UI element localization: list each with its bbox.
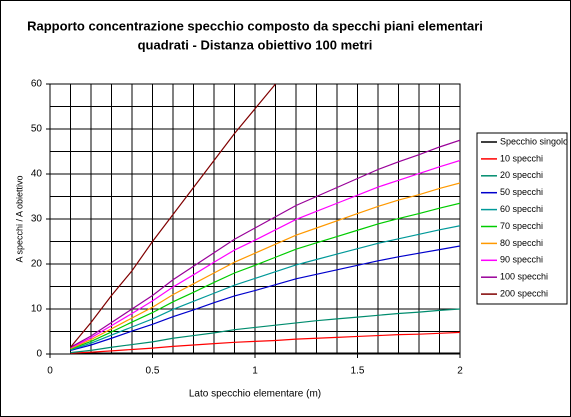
legend-label: 90 specchi [500,255,543,265]
legend-label: 20 specchi [500,170,543,180]
y-tick-label: 0 [36,349,42,360]
x-tick-label: 1 [252,366,258,377]
y-tick-label: 40 [31,169,43,180]
x-axis-label: Lato specchio elementare (m) [189,389,321,400]
series-line [70,139,460,348]
y-tick-label: 50 [31,124,43,135]
legend-box [476,132,568,305]
y-tick-label: 20 [31,259,43,270]
legend-label: 100 specchi [500,272,548,282]
x-tick-label: 1.5 [351,366,365,377]
legend-label: 80 specchi [500,238,543,248]
series-line [70,84,276,348]
series-line [70,225,460,351]
series-line [70,202,460,350]
legend-label: 60 specchi [500,204,543,214]
series-line [70,245,460,351]
legend-label: 50 specchi [500,187,543,197]
series-line [70,308,460,354]
series-line [70,331,460,354]
legend-label: Specchio singolo [500,136,568,146]
x-tick-label: 0.5 [146,366,160,377]
y-axis-label: A specchi / A obiettivo [14,175,24,262]
legend-label: 200 specchi [500,288,548,298]
x-tick-label: 2 [457,366,463,377]
y-tick-label: 30 [31,214,43,225]
series-line [70,159,460,349]
legend-label: 10 specchi [500,153,543,163]
plot-area [49,83,461,355]
series-line [70,182,460,350]
chart-title: Rapporto concentrazione specchio compost… [27,18,483,33]
y-tick-label: 10 [31,304,43,315]
chart-title: quadrati - Distanza obiettivo 100 metri [138,37,373,52]
x-tick-label: 0 [47,366,53,377]
legend-label: 70 specchi [500,221,543,231]
y-tick-label: 60 [31,79,43,90]
